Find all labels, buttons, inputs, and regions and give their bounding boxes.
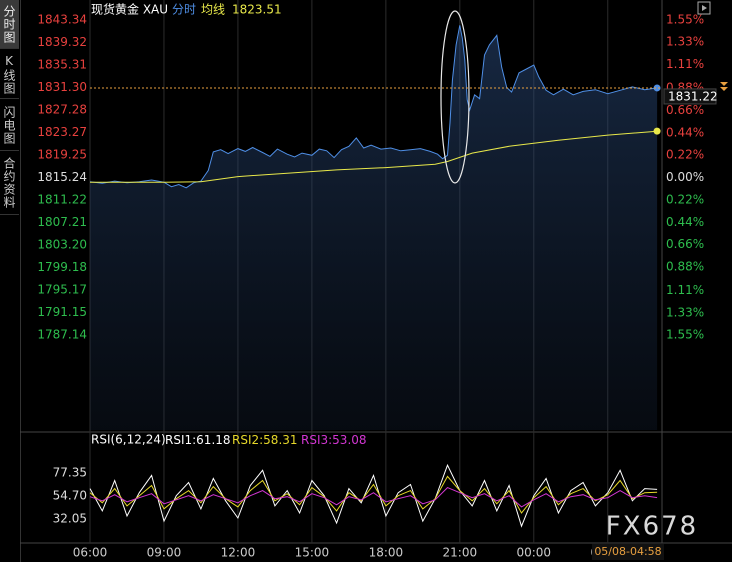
- current-price: 1831.22: [668, 89, 718, 103]
- y-tick-label: 1839.32: [37, 35, 87, 49]
- y2-tick-label: 0.66%: [666, 103, 704, 117]
- marks: [89, 25, 662, 528]
- legend-value: 58.31: [263, 433, 297, 447]
- area-fill: [90, 25, 658, 431]
- y-tick-label: 1831.30: [37, 80, 87, 94]
- series-line: [89, 475, 658, 514]
- y2-tick-label: 0.22%: [666, 148, 704, 162]
- y-tick-label: 1835.31: [37, 58, 87, 72]
- legend-value: 53.08: [332, 433, 366, 447]
- y-tick-label: 1799.18: [37, 260, 87, 274]
- y2-tick-label: 1.55%: [666, 12, 704, 26]
- y2-tick-label: 0.44%: [666, 125, 704, 139]
- corner-icon: [702, 5, 707, 11]
- y-tick-label: 1795.17: [37, 282, 87, 296]
- y-tick-label: 1811.22: [37, 193, 87, 207]
- chart-title: 现货黄金 XAU: [91, 2, 168, 17]
- sidebar-border: [20, 0, 21, 562]
- y2-tick-label: 1.55%: [666, 328, 704, 342]
- y-tick-label: 1843.34: [37, 13, 87, 27]
- x-tick-label: 09:00: [147, 546, 182, 560]
- end-dot: [653, 84, 661, 92]
- corner-button[interactable]: [697, 1, 711, 15]
- x-tick-label: 21:00: [443, 546, 478, 560]
- tab[interactable]: 分时图: [0, 0, 19, 49]
- legend-entry: RSI3:53.08: [301, 433, 367, 447]
- watermark: FX678: [606, 512, 698, 542]
- x-tick-label: 15:00: [295, 546, 330, 560]
- y2-tick-label: 0.88%: [666, 260, 704, 274]
- y-tick-label: 32.05: [53, 512, 87, 526]
- series-line: [90, 130, 658, 183]
- legend-name: RSI3:: [301, 433, 332, 447]
- time-box: [592, 544, 664, 560]
- tab[interactable]: K线图: [0, 50, 19, 99]
- legend-entry: RSI2:58.31: [232, 433, 298, 447]
- series-line: [89, 487, 658, 508]
- tab[interactable]: 闪电图: [0, 100, 19, 151]
- y2-tick-label: 0.22%: [666, 192, 704, 206]
- end-dot: [653, 127, 661, 135]
- y2-tick-label: 0.44%: [666, 215, 704, 229]
- y-tick-label: 1791.15: [37, 305, 87, 319]
- price-box: [663, 88, 717, 105]
- scroll-arrow[interactable]: [720, 82, 728, 91]
- x-tick-label: 00:00: [516, 546, 551, 560]
- legend-name: 分时: [172, 3, 196, 17]
- y2-tick-label: 1.11%: [666, 283, 704, 297]
- tab[interactable]: 合约资料: [0, 152, 19, 215]
- y-tick-label: 1807.21: [37, 215, 87, 229]
- y2-tick-label: 1.11%: [666, 57, 704, 71]
- series-line: [89, 25, 658, 189]
- legend-name: RSI2:: [232, 433, 263, 447]
- panel-title: RSI(6,12,24): [91, 433, 166, 447]
- legend-value: 1823.51: [232, 3, 282, 17]
- legend-value: 61.18: [196, 433, 230, 447]
- y-tick-label: 54.70: [53, 489, 87, 503]
- y-tick-label: 1815.24: [37, 170, 87, 184]
- y2-tick-label: 0.00%: [666, 170, 704, 184]
- y-tick-label: 1803.20: [37, 237, 87, 251]
- x-tick-label: 18:00: [369, 546, 404, 560]
- y2-tick-label: 1.33%: [666, 305, 704, 319]
- y-tick-label: 1787.14: [37, 328, 87, 342]
- y-tick-label: 1823.27: [37, 125, 87, 139]
- series-line: [89, 463, 658, 528]
- x-tick-label: 06:00: [73, 546, 108, 560]
- labels: 1843.34 1839.32 1835.31 1831.30 1827.28 1823.…: [37, 3, 717, 560]
- y2-tick-label: 0.66%: [666, 237, 704, 251]
- cursor-time: 05/08-04:58: [594, 545, 661, 558]
- y2-tick-label: 1.33%: [666, 35, 704, 49]
- y-tick-label: 1827.28: [37, 103, 87, 117]
- legend-name: RSI1:: [165, 433, 196, 447]
- legend-entry: RSI1:61.18: [165, 433, 231, 447]
- y-tick-label: 1819.25: [37, 148, 87, 162]
- y-tick-label: 77.35: [53, 466, 87, 480]
- x-tick-label: 12:00: [221, 546, 256, 560]
- highlight-ellipse: [440, 10, 470, 184]
- legend-name: 均线: [201, 3, 225, 17]
